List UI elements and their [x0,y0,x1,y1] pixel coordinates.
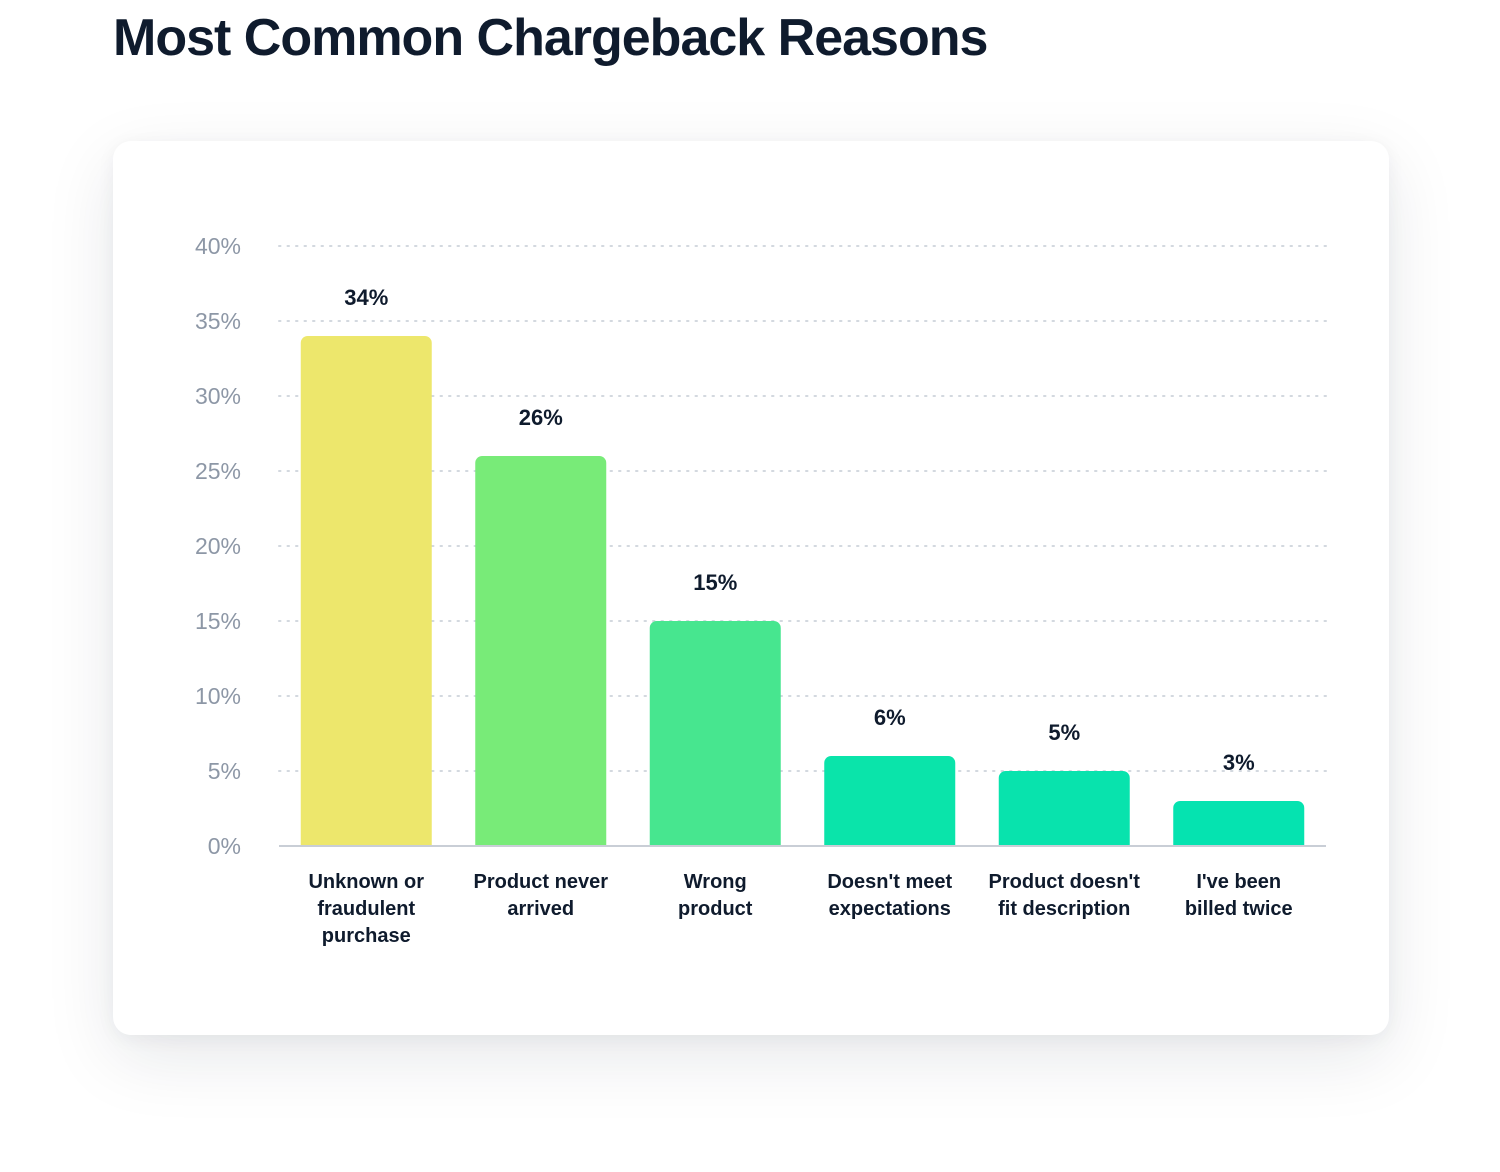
value-labels: 34% 26% 15% 6% 5% 3% [344,285,1254,775]
category-label: expectations [829,898,951,920]
category-label: billed twice [1185,898,1293,920]
category-label: product [678,898,753,920]
bar [824,756,956,852]
category-label: Doesn't meet [827,871,952,893]
category-label: purchase [322,925,411,947]
bar-chart: 0%5%10%15%20%25%30%35%40% 34%26%15%6%5%3… [195,233,1327,947]
category-label: fraudulent [317,898,415,920]
page-title: Most Common Chargeback Reasons [113,9,988,67]
category-label: I've been [1196,871,1281,893]
y-tick-label: 30% [195,383,241,409]
y-tick-label: 20% [195,533,241,559]
y-tick-label: 15% [195,608,241,634]
y-tick-label: 0% [208,833,241,859]
category-labels: Unknown or fraudulent purchase Product neve… [308,871,1292,947]
x-axis [279,845,1326,876]
value-label: 34% [344,285,388,310]
category-label: Unknown or [308,871,424,893]
y-tick-label: 25% [195,458,241,484]
bar [300,336,432,852]
category-label: fit description [998,898,1130,920]
category-label: Product doesn't [989,871,1141,893]
bar [1173,801,1305,852]
category-label: Wrong [684,871,747,893]
y-tick-label: 5% [208,758,241,784]
value-label: 5% [1048,720,1080,745]
axis-mask [279,846,1326,876]
chart-card: 0% 5% 10% 15% 20% 25% 30% 35% 40% 34% 26% 15% 6% 5% 3… [113,141,1389,1035]
value-label: 6% [874,705,906,730]
y-tick-label: 10% [195,683,241,709]
y-axis-ticks: 0% 5% 10% 15% 20% 25% 30% 35% 40% [195,233,241,859]
bar [649,621,781,852]
gridlines [278,245,1327,772]
y-tick-label: 40% [195,233,241,259]
value-label: 26% [519,405,563,430]
category-label: Product never [474,871,609,893]
y-tick-label: 35% [195,308,241,334]
bar [475,456,607,852]
value-label: 3% [1223,750,1255,775]
category-label: arrived [507,898,574,920]
value-label: 15% [693,570,737,595]
bar [998,771,1130,852]
bars [300,336,1305,852]
